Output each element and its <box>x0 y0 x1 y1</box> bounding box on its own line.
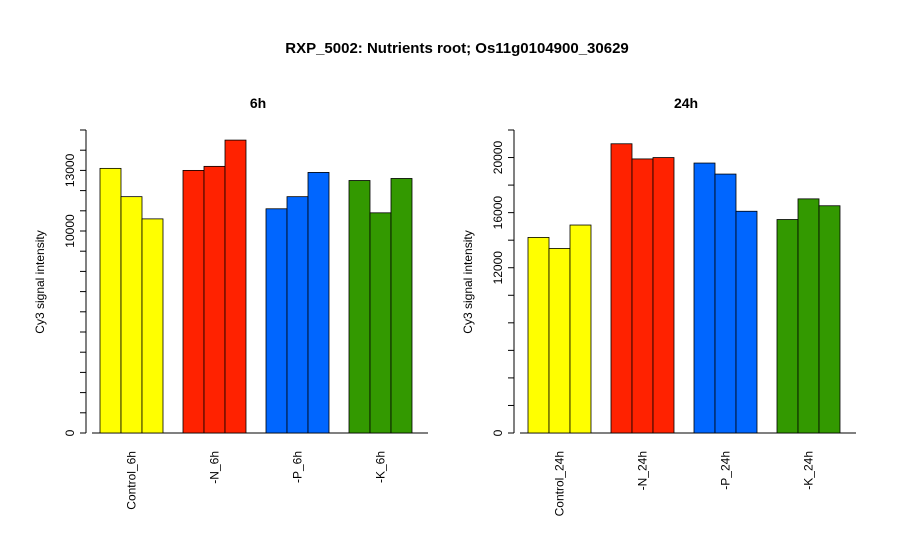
bar <box>307 172 330 434</box>
bar <box>610 143 633 434</box>
bars-layer <box>527 143 841 434</box>
x-tick-label: Control_6h <box>125 451 139 510</box>
y-tick-label: 10000 <box>63 214 77 248</box>
bar <box>527 237 550 434</box>
panel-title: 6h <box>250 95 266 111</box>
x-tick-labels: Control_24h -N_24h -P_24h -K_24h <box>553 451 816 516</box>
y-tick-label: 0 <box>491 429 505 436</box>
y-axis: 0 10000 13000 <box>63 129 87 436</box>
panel-24h: 24h Cy3 signal intensity 0 12000 16000 2000… <box>461 95 856 516</box>
panel-6h: 6h Cy3 signal intensity 0 10000 13000 Cont… <box>33 95 428 510</box>
x-tick-label: -N_24h <box>636 451 650 490</box>
y-tick-label: 20000 <box>491 141 505 175</box>
bar <box>348 180 371 434</box>
bar <box>120 196 143 434</box>
bar <box>99 167 122 434</box>
y-tick-label: 16000 <box>491 196 505 230</box>
figure-title: RXP_5002: Nutrients root; Os11g0104900_3… <box>285 40 629 57</box>
bar <box>224 139 247 434</box>
x-tick-label: Control_24h <box>553 451 567 516</box>
y-tick-label: 13000 <box>63 153 77 187</box>
x-tick-label: -N_6h <box>208 451 222 484</box>
bar <box>390 178 413 434</box>
bar <box>631 158 654 434</box>
y-axis-label: Cy3 signal intensity <box>461 230 475 333</box>
bars-layer <box>99 139 413 434</box>
panel-title: 24h <box>674 95 698 111</box>
bar <box>818 205 841 434</box>
bar <box>652 157 675 434</box>
x-tick-label: -P_6h <box>291 451 305 483</box>
bar <box>735 210 758 434</box>
bar <box>265 208 288 434</box>
y-tick-label: 0 <box>63 429 77 436</box>
x-tick-labels: Control_6h -N_6h -P_6h -K_6h <box>125 451 388 510</box>
y-tick-label: 12000 <box>491 251 505 285</box>
bar <box>286 196 309 434</box>
bar <box>569 224 592 434</box>
bar <box>776 219 799 434</box>
bar <box>797 198 820 434</box>
bar <box>203 165 226 434</box>
bar <box>714 173 737 434</box>
bar <box>548 248 571 434</box>
x-tick-label: -P_24h <box>719 451 733 490</box>
x-tick-label: -K_24h <box>802 451 816 490</box>
bar <box>693 162 716 434</box>
y-axis-label: Cy3 signal intensity <box>33 230 47 333</box>
bar <box>182 169 205 434</box>
bar <box>369 212 392 434</box>
y-axis: 0 12000 16000 20000 <box>491 129 515 436</box>
x-tick-label: -K_6h <box>374 451 388 483</box>
bar <box>141 218 164 434</box>
